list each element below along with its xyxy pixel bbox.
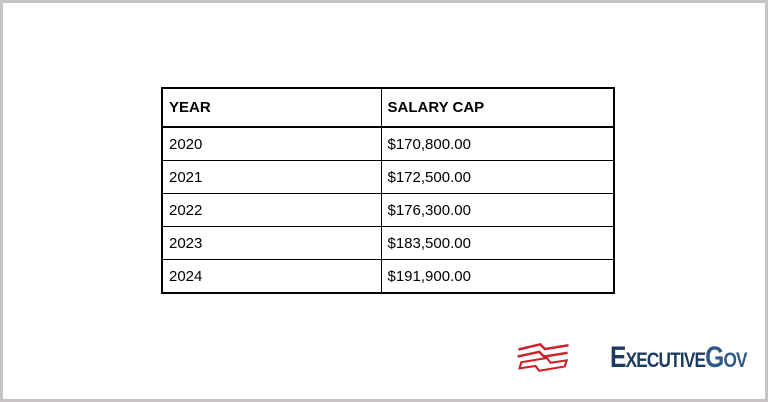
table-header-row: YEAR SALARY CAP: [161, 87, 615, 128]
wave-stripes-icon: [515, 341, 573, 375]
salary-cap-cell: $183,500.00: [380, 226, 615, 260]
table-row: 2021 $172,500.00: [161, 160, 615, 194]
table-row: 2024 $191,900.00: [161, 259, 615, 294]
year-cell: 2022: [161, 193, 382, 227]
year-cell: 2021: [161, 160, 382, 194]
salary-cap-table: YEAR SALARY CAP 2020 $170,800.00 2021 $172,…: [161, 87, 615, 294]
salary-cap-cell: $191,900.00: [380, 259, 615, 294]
table-row: 2022 $176,300.00: [161, 193, 615, 227]
year-cell: 2020: [161, 126, 382, 161]
wordmark-executive: Executive: [610, 341, 706, 374]
table-row: 2023 $183,500.00: [161, 226, 615, 260]
year-column-header: YEAR: [161, 87, 382, 128]
year-cell: 2023: [161, 226, 382, 260]
year-cell: 2024: [161, 259, 382, 294]
wordmark-gov: Gov: [705, 341, 747, 374]
executivegov-logo: ExecutiveGov: [515, 341, 748, 375]
salary-cap-column-header: SALARY CAP: [380, 87, 615, 128]
executivegov-wordmark: ExecutiveGov: [610, 341, 748, 374]
salary-cap-cell: $172,500.00: [380, 160, 615, 194]
table-row: 2020 $170,800.00: [161, 126, 615, 161]
salary-cap-cell: $176,300.00: [380, 193, 615, 227]
table-body: 2020 $170,800.00 2021 $172,500.00 2022 $176,3…: [161, 126, 615, 294]
salary-cap-cell: $170,800.00: [380, 126, 615, 161]
